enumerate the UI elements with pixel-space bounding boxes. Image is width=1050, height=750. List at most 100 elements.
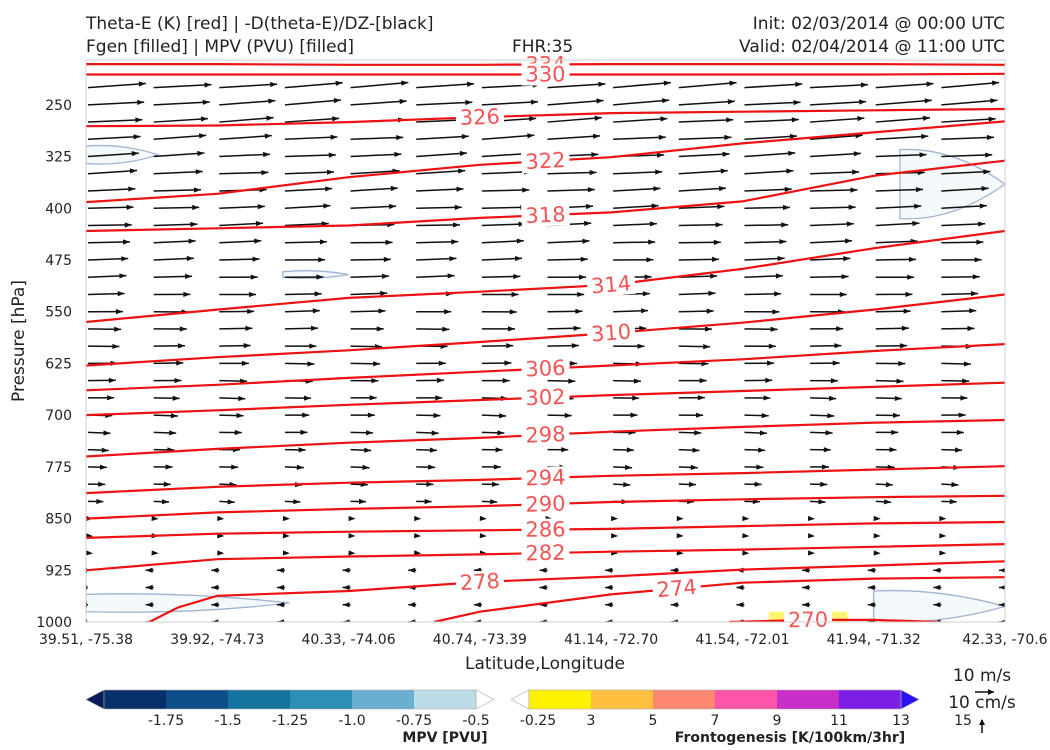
vector-head xyxy=(151,550,159,556)
vector-shaft xyxy=(744,240,787,244)
vector-head xyxy=(504,360,512,366)
wind-vector xyxy=(284,116,340,123)
vector-shaft xyxy=(153,206,200,210)
vector-shaft xyxy=(1007,83,1050,88)
wind-vector xyxy=(350,273,390,279)
vector-head xyxy=(839,291,847,298)
vector-head xyxy=(777,255,785,262)
fgen-colorbar-tick: 15 xyxy=(954,713,972,729)
vector-head xyxy=(900,343,908,349)
wind-vector xyxy=(810,378,838,384)
vector-head xyxy=(414,515,422,522)
vector-head xyxy=(580,256,588,262)
wind-vector xyxy=(153,169,203,175)
wind-vector xyxy=(547,81,606,89)
vector-head xyxy=(924,98,932,104)
wind-vector xyxy=(875,220,920,227)
mpv-colorbar-extend-high xyxy=(475,689,495,710)
vector-head xyxy=(976,239,984,245)
vector-head xyxy=(807,533,816,539)
theta-e-label-270: 270 xyxy=(788,608,828,633)
vector-head xyxy=(499,413,507,419)
wind-vector xyxy=(875,481,893,488)
vector-shaft xyxy=(613,136,666,141)
vector-shaft xyxy=(810,100,867,106)
vector-head xyxy=(956,429,964,436)
wind-vector xyxy=(1007,240,1049,245)
vector-head xyxy=(848,204,856,210)
contour-label-bg xyxy=(783,608,833,632)
vector-shaft xyxy=(153,170,203,175)
wind-vector xyxy=(416,99,473,106)
theta-e-label-310: 310 xyxy=(590,320,632,347)
wind-vector xyxy=(613,378,641,384)
wind-vector xyxy=(999,602,1005,607)
fgen-colorbar-swatch xyxy=(591,690,654,709)
vector-head xyxy=(795,81,803,88)
wind-vector xyxy=(153,150,205,158)
vector-head xyxy=(314,291,322,297)
vector-head xyxy=(186,255,194,262)
theta-e-label-282: 282 xyxy=(525,541,566,566)
vector-head xyxy=(151,515,159,522)
vector-head xyxy=(112,343,120,350)
vector-shaft xyxy=(547,240,590,244)
wind-vector xyxy=(284,308,320,314)
wind-vector xyxy=(670,619,679,622)
vector-shaft xyxy=(87,118,143,123)
wind-vector xyxy=(87,151,139,158)
vector-shaft xyxy=(87,82,146,89)
vector-head xyxy=(571,343,579,349)
wind-vector xyxy=(342,602,351,608)
wind-vector xyxy=(87,481,106,487)
vector-head xyxy=(276,619,284,622)
vector-head xyxy=(511,291,519,298)
vector-head xyxy=(165,464,173,470)
wind-vector xyxy=(547,343,579,349)
wind-vector xyxy=(941,169,991,175)
vector-head xyxy=(1042,240,1049,245)
vector-head xyxy=(758,447,766,453)
wind-vector xyxy=(744,377,773,383)
theta-e-contour-310 xyxy=(86,293,1005,367)
wind-vector xyxy=(219,429,242,436)
vector-head xyxy=(508,326,516,332)
vector-head xyxy=(234,429,242,436)
vector-head xyxy=(708,290,716,296)
vector-head xyxy=(211,619,219,622)
vector-head xyxy=(791,117,799,123)
vector-head xyxy=(999,585,1005,590)
wind-vector xyxy=(744,255,785,262)
vector-head xyxy=(827,413,835,419)
vector-head xyxy=(131,151,139,157)
wind-vector xyxy=(219,256,260,262)
vector-shaft xyxy=(678,223,723,227)
wind-vector xyxy=(87,309,123,315)
wind-vector xyxy=(219,151,271,158)
vector-shaft xyxy=(1007,293,1044,294)
wind-vector xyxy=(678,204,725,210)
vector-head xyxy=(802,567,810,573)
wind-vector xyxy=(350,256,391,263)
wind-vector xyxy=(605,567,614,573)
wind-vector xyxy=(416,81,475,89)
vector-head xyxy=(465,99,473,106)
wind-vector xyxy=(284,203,331,210)
vector-shaft xyxy=(284,81,343,89)
wind-vector xyxy=(613,221,657,227)
vector-head xyxy=(926,81,934,87)
vector-head xyxy=(736,584,744,591)
wind-vector xyxy=(744,343,776,349)
vector-head xyxy=(963,361,971,367)
ref-horizontal-label: 10 m/s xyxy=(953,666,1011,686)
vector-head xyxy=(969,308,977,314)
vector-head xyxy=(466,81,475,87)
wind-vector xyxy=(547,256,588,262)
vector-shaft xyxy=(416,169,466,175)
vector-shaft xyxy=(350,153,402,158)
wind-vector xyxy=(153,464,173,470)
vector-head xyxy=(564,412,572,419)
wind-vector xyxy=(678,273,718,279)
wind-vector xyxy=(348,533,356,539)
vector-head xyxy=(257,204,265,210)
